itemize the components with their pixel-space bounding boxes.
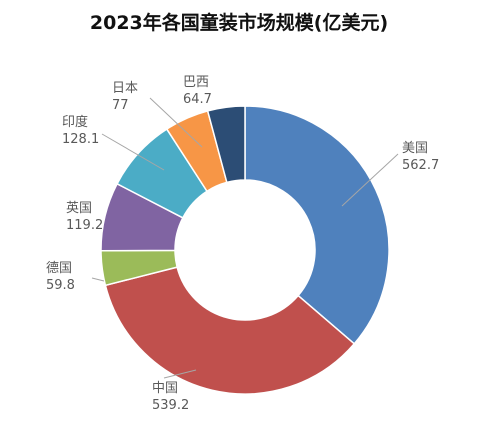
slice-label-name-3: 英国 (66, 201, 92, 216)
slice-label-value-2: 59.8 (46, 278, 75, 293)
leader-line-0 (341, 153, 399, 207)
leader-line-4 (101, 133, 165, 171)
slice-label-name-6: 巴西 (183, 75, 209, 90)
slice-label-value-4: 128.1 (62, 132, 99, 147)
slice-1 (104, 266, 356, 395)
slice-0 (244, 105, 390, 345)
slice-label-value-0: 562.7 (402, 158, 439, 173)
slice-label-name-1: 中国 (152, 381, 178, 396)
chart-title: 2023年各国童装市场规模(亿美元) (89, 12, 389, 34)
leader-line-5 (149, 97, 203, 148)
slice-6 (206, 105, 246, 184)
slice-label-value-5: 77 (112, 98, 129, 113)
slice-label-name-4: 印度 (62, 114, 88, 130)
slice-label-value-3: 119.2 (66, 218, 103, 233)
slice-label-value-6: 64.7 (183, 92, 212, 107)
slice-label-name-5: 日本 (112, 81, 138, 96)
leader-line-1 (163, 369, 197, 379)
slice-label-value-1: 539.2 (152, 398, 189, 413)
slice-label-name-2: 德国 (46, 261, 72, 276)
leader-line-2 (91, 277, 105, 282)
slice-label-name-0: 美国 (402, 141, 428, 156)
